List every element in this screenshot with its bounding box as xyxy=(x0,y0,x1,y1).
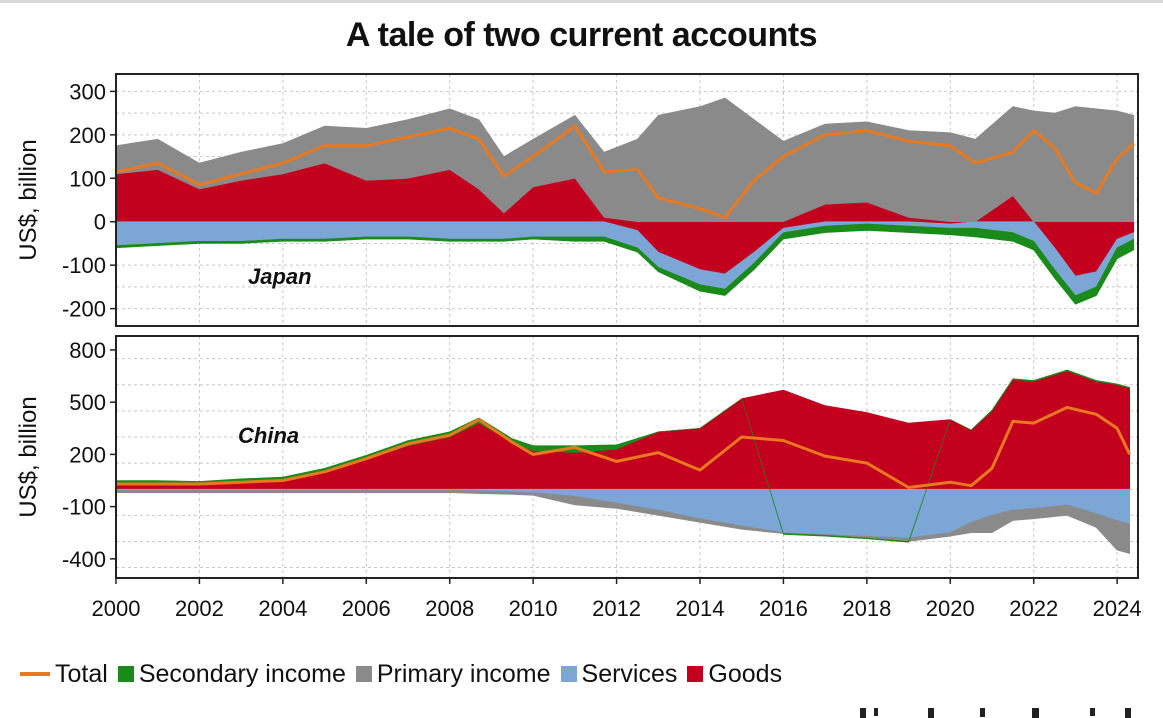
legend-item-secondary: Secondary income xyxy=(117,659,346,689)
x-tick-label: 2016 xyxy=(759,596,808,621)
x-tick-label: 2020 xyxy=(926,596,975,621)
y-tick-label: 300 xyxy=(69,79,106,104)
y-tick-label: 500 xyxy=(69,390,106,415)
x-tick-label: 2012 xyxy=(592,596,641,621)
panel-label-japan: Japan xyxy=(248,264,312,289)
panel-label-china: China xyxy=(238,423,299,448)
secondary-area-japan xyxy=(116,223,1135,305)
plot-frame xyxy=(115,73,1139,327)
legend-swatch-secondary xyxy=(117,666,134,682)
y-axis-label: US$, billion xyxy=(15,139,42,260)
legend-label: Secondary income xyxy=(138,659,346,688)
primary-area-china xyxy=(116,489,1130,554)
legend-label: Total xyxy=(55,659,108,688)
stacked-areas xyxy=(116,97,1135,305)
panel-china: 800 500 200 -100 -400 US$, billion China 2000 20… xyxy=(15,335,1142,621)
chart-title: A tale of two current accounts xyxy=(345,16,818,54)
x-tick-label: 2006 xyxy=(342,596,391,621)
legend-item-primary: Primary income xyxy=(355,659,551,689)
x-tick-label: 2014 xyxy=(676,596,725,621)
legend-swatch-services xyxy=(560,666,577,682)
total-line-japan xyxy=(116,124,1135,219)
x-tick-label: 2002 xyxy=(175,596,224,621)
legend: Total Secondary income Primary income Servi… xyxy=(20,657,792,691)
y-tick-label: 100 xyxy=(69,166,106,191)
legend-label: Goods xyxy=(708,659,783,688)
y-tick-label: -100 xyxy=(62,495,106,520)
y-tick-label: 800 xyxy=(69,338,106,363)
legend-item-services: Services xyxy=(560,659,678,689)
legend-swatch-total xyxy=(20,672,50,676)
x-tick-label: 2024 xyxy=(1093,596,1142,621)
legend-item-total: Total xyxy=(20,660,108,689)
y-tick-label: 200 xyxy=(69,442,106,467)
y-axis-label: US$, billion xyxy=(15,396,42,517)
cut-off-text-fragment xyxy=(860,708,1131,718)
legend-label: Services xyxy=(581,659,678,688)
x-tick-label: 2010 xyxy=(509,596,558,621)
primary-area-japan xyxy=(116,97,1135,222)
top-rule xyxy=(0,0,1163,3)
x-tick-label: 2022 xyxy=(1009,596,1058,621)
secondary-area-china xyxy=(116,369,1130,543)
y-tick-label: -200 xyxy=(62,297,106,322)
x-tick-label: 2004 xyxy=(258,596,307,621)
y-tick-label: -100 xyxy=(62,253,106,278)
stacked-areas xyxy=(116,369,1132,554)
legend-item-goods: Goods xyxy=(687,660,782,689)
legend-label: Primary income xyxy=(376,659,551,688)
x-tick-label: 2018 xyxy=(842,596,891,621)
x-tick-label: 2008 xyxy=(425,596,474,621)
plot-frame xyxy=(115,335,1139,579)
y-tick-label: -400 xyxy=(62,547,106,572)
total-line-china xyxy=(116,405,1132,489)
y-tick-label: 0 xyxy=(94,210,106,235)
x-tick-label: 2000 xyxy=(92,596,141,621)
legend-swatch-goods xyxy=(687,666,704,682)
y-tick-label: 200 xyxy=(69,123,106,148)
panel-japan: 300 200 100 0 -100 -200 US$, billion Japan xyxy=(15,73,1139,327)
legend-swatch-primary xyxy=(355,666,372,682)
